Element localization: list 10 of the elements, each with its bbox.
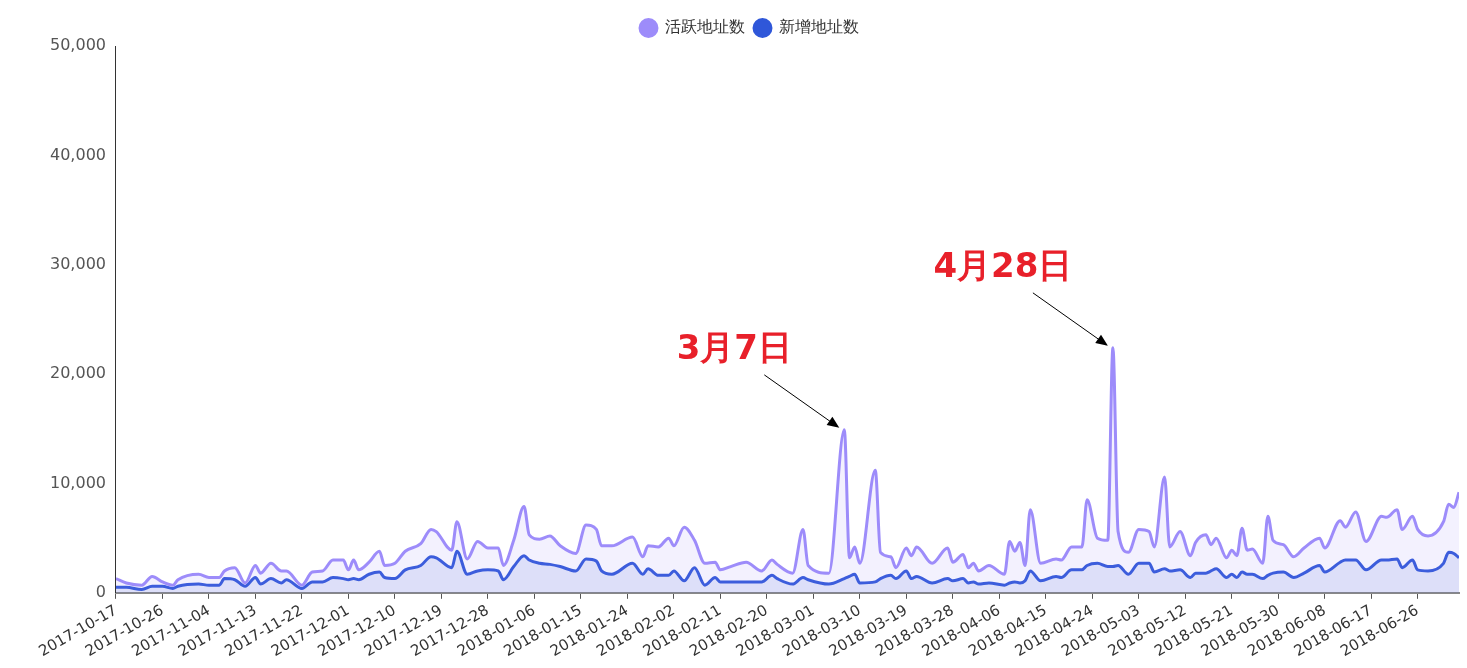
- y-tick-label: 0: [95, 581, 106, 601]
- y-tick-label: 50,000: [50, 35, 106, 55]
- legend-label: 活跃地址数: [664, 17, 745, 37]
- y-tick-label: 30,000: [50, 253, 106, 273]
- legend-label: 新增地址数: [778, 17, 859, 37]
- y-tick-label: 10,000: [50, 472, 106, 492]
- annotation: 4月28日: [933, 244, 1073, 285]
- y-tick-label: 20,000: [50, 363, 106, 383]
- annotation: 3月7日: [676, 326, 792, 367]
- y-tick-label: 40,000: [50, 144, 106, 164]
